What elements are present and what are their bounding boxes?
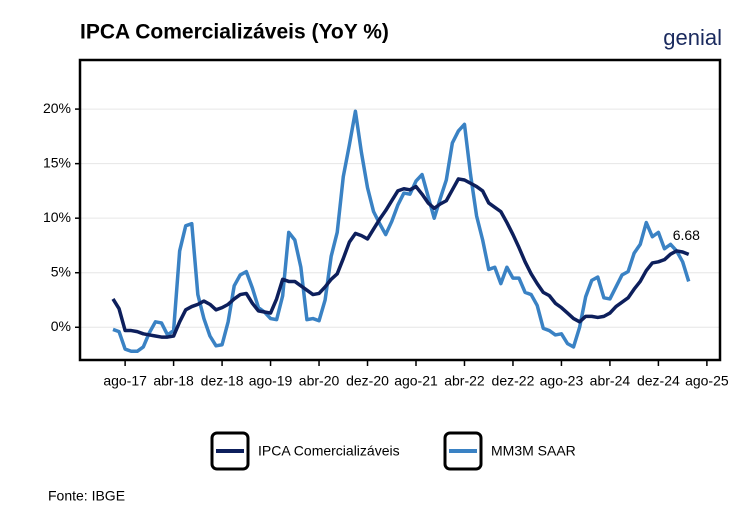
y-tick-label: 10% xyxy=(43,209,71,225)
x-tick-label: ago-21 xyxy=(394,373,438,389)
x-tick-label: abr-18 xyxy=(153,373,194,389)
y-tick-label: 15% xyxy=(43,154,71,170)
logo: genial xyxy=(663,25,722,50)
series-line xyxy=(111,177,690,339)
x-tick-label: dez-22 xyxy=(492,373,535,389)
y-tick-label: 0% xyxy=(51,318,71,334)
plot-frame xyxy=(78,58,722,362)
annotation: 6.68 xyxy=(673,227,700,243)
x-tick-label: abr-22 xyxy=(444,373,485,389)
x-tick-label: ago-17 xyxy=(103,373,147,389)
x-tick-label: abr-24 xyxy=(590,373,631,389)
legend-label: MM3M SAAR xyxy=(491,443,576,459)
x-tick-label: dez-20 xyxy=(346,373,389,389)
y-tick-label: 20% xyxy=(43,100,71,116)
x-tick-label: ago-19 xyxy=(249,373,293,389)
x-tick-label: abr-20 xyxy=(299,373,340,389)
source: Fonte: IBGE xyxy=(48,488,125,504)
y-tick-label: 5% xyxy=(51,263,71,279)
x-tick-label: dez-18 xyxy=(201,373,244,389)
x-tick-label: ago-25 xyxy=(685,373,729,389)
x-tick-label: dez-24 xyxy=(637,373,680,389)
series-line xyxy=(112,109,691,354)
chart-title: IPCA Comercializáveis (YoY %) xyxy=(80,21,389,44)
x-tick-label: ago-23 xyxy=(540,373,584,389)
legend-label: IPCA Comercializáveis xyxy=(258,443,400,459)
